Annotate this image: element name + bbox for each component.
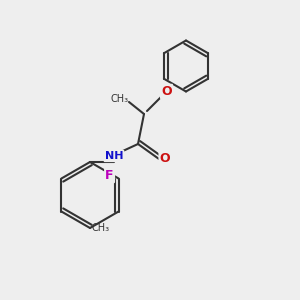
Text: CH₃: CH₃ [92, 223, 110, 233]
Text: CH₃: CH₃ [111, 94, 129, 104]
Text: NH: NH [105, 151, 123, 161]
Text: O: O [161, 85, 172, 98]
Text: O: O [160, 152, 170, 166]
Text: F: F [105, 169, 114, 182]
